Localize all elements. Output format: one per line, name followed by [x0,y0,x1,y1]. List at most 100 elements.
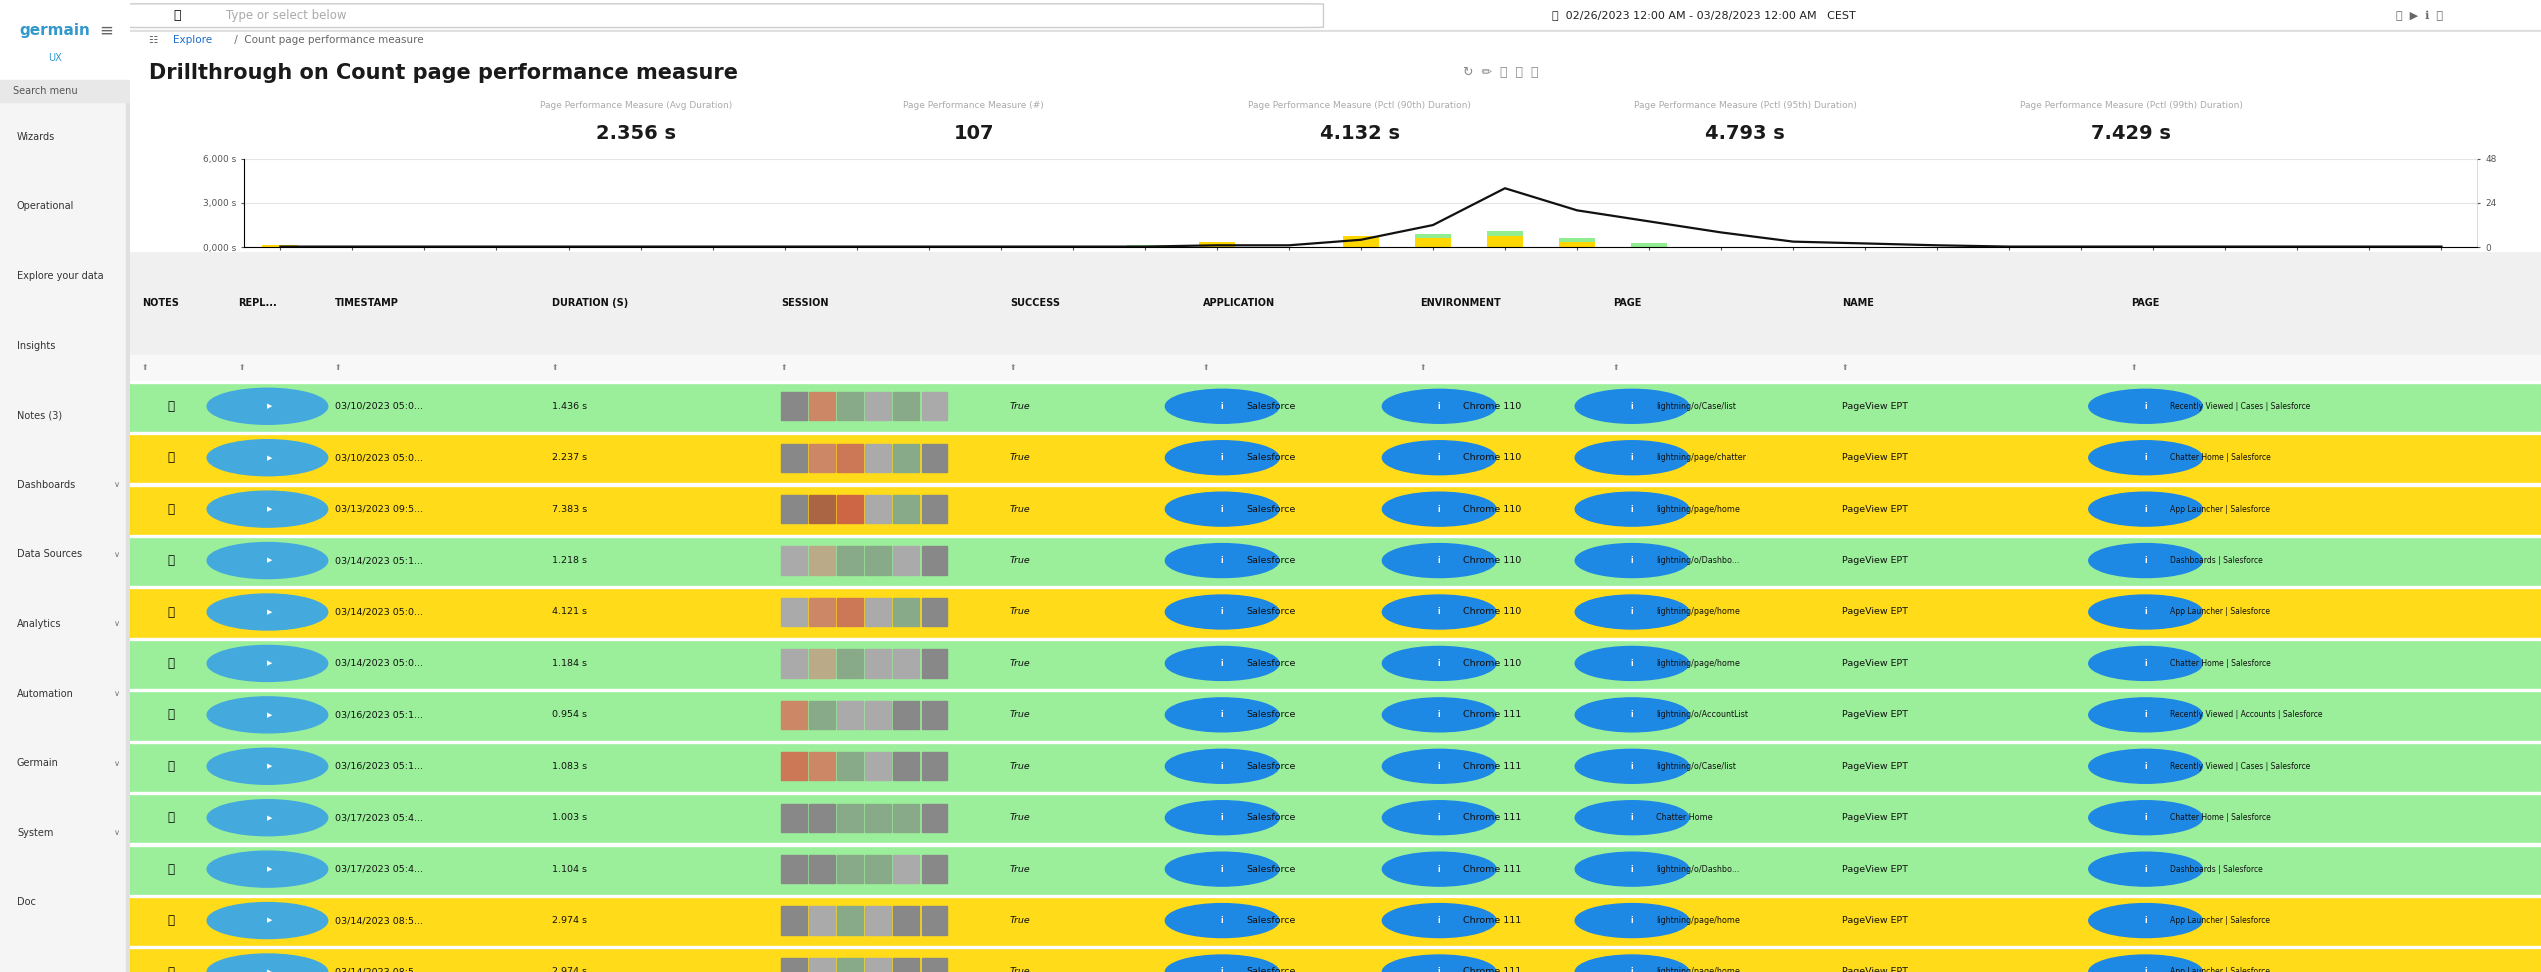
Circle shape [2089,595,2203,629]
Text: APPLICATION: APPLICATION [1202,298,1276,308]
Text: Chatter Home | Salesforce: Chatter Home | Salesforce [2170,453,2272,463]
Text: 107: 107 [953,124,994,143]
Bar [922,649,948,677]
Bar [262,245,297,247]
Text: 💬: 💬 [168,914,175,927]
Text: Dashboards: Dashboards [18,480,76,490]
Text: 03/13/2023 09:5...: 03/13/2023 09:5... [335,504,422,513]
Text: germain: germain [20,23,89,38]
Text: i: i [1631,401,1634,411]
Bar [808,957,836,972]
Text: ⬆: ⬆ [780,364,788,372]
Bar [894,804,920,832]
Bar [130,355,2541,381]
Bar [130,483,2541,486]
Circle shape [1166,646,1278,680]
Text: i: i [1220,504,1225,513]
Text: Salesforce: Salesforce [1245,504,1296,513]
Bar [836,598,864,626]
Text: i: i [2145,504,2147,513]
Text: i: i [2145,916,2147,925]
Text: lightning/page/chatter: lightning/page/chatter [1657,453,1746,463]
Text: i: i [1438,504,1441,513]
Text: True: True [1009,865,1032,874]
Text: Type or select below: Type or select below [226,9,348,21]
Circle shape [1382,595,1497,629]
Bar [808,392,836,421]
Text: i: i [1220,453,1225,463]
Bar [894,649,920,677]
Text: i: i [2145,608,2147,616]
Text: REPL...: REPL... [239,298,277,308]
Bar [922,598,948,626]
Bar [780,495,808,523]
Text: i: i [1438,916,1441,925]
Bar [866,546,892,574]
Bar [130,897,2541,947]
Text: 03/14/2023 05:0...: 03/14/2023 05:0... [335,659,422,668]
Bar [130,689,2541,691]
Bar [922,546,948,574]
Text: System: System [18,828,53,838]
Bar [130,743,2541,792]
Bar [836,701,864,729]
Circle shape [1382,904,1497,938]
Bar [130,381,2541,383]
Text: True: True [1009,711,1032,719]
Bar [808,649,836,677]
Text: Page Performance Measure (#): Page Performance Measure (#) [905,101,1044,110]
Text: PAGE: PAGE [2132,298,2160,308]
Circle shape [1382,440,1497,474]
Bar [836,392,864,421]
Bar [836,957,864,972]
Bar [894,701,920,729]
Text: 2.974 s: 2.974 s [551,916,587,925]
Bar [836,752,864,781]
Circle shape [2089,749,2203,783]
Text: Salesforce: Salesforce [1245,659,1296,668]
Text: 1.184 s: 1.184 s [551,659,587,668]
Text: PageView EPT: PageView EPT [1842,967,1908,972]
Text: Germain: Germain [18,758,58,768]
Bar [836,443,864,471]
Bar [130,252,2541,355]
Text: ▶: ▶ [267,506,272,512]
Bar [130,586,2541,588]
Text: ⬆: ⬆ [2132,364,2137,372]
Text: 7.429 s: 7.429 s [2091,124,2170,143]
Text: 0.954 s: 0.954 s [551,711,587,719]
Text: ∨: ∨ [114,759,119,768]
Circle shape [1166,801,1278,835]
Text: ⬆: ⬆ [1614,364,1619,372]
Circle shape [1575,955,1690,972]
Text: ⬆: ⬆ [239,364,244,372]
Text: i: i [1438,453,1441,463]
Bar [866,804,892,832]
Text: ▶: ▶ [267,558,272,564]
Text: lightning/o/Dashbo...: lightning/o/Dashbo... [1657,865,1741,874]
Text: Explore your data: Explore your data [18,271,104,281]
Text: /  Count page performance measure: / Count page performance measure [231,35,424,45]
Bar [780,804,808,832]
Text: ⬆: ⬆ [1202,364,1210,372]
Circle shape [2089,543,2203,577]
Text: ∨: ∨ [114,828,119,837]
Bar [780,443,808,471]
Bar [780,752,808,781]
Text: Chrome 110: Chrome 110 [1464,453,1522,463]
Text: i: i [1220,401,1225,411]
Bar [130,794,2541,844]
Text: i: i [1631,504,1634,513]
Text: 03/14/2023 05:1...: 03/14/2023 05:1... [335,556,422,565]
Circle shape [1166,749,1278,783]
Text: i: i [2145,967,2147,972]
Bar [866,649,892,677]
Bar [130,30,2541,32]
Text: PageView EPT: PageView EPT [1842,453,1908,463]
Bar [894,598,920,626]
Text: ⬆: ⬆ [142,364,147,372]
Text: PageView EPT: PageView EPT [1842,762,1908,771]
Bar [808,443,836,471]
Text: Salesforce: Salesforce [1245,608,1296,616]
Text: Page Performance Measure (Pctl (90th) Duration): Page Performance Measure (Pctl (90th) Du… [1248,101,1471,110]
